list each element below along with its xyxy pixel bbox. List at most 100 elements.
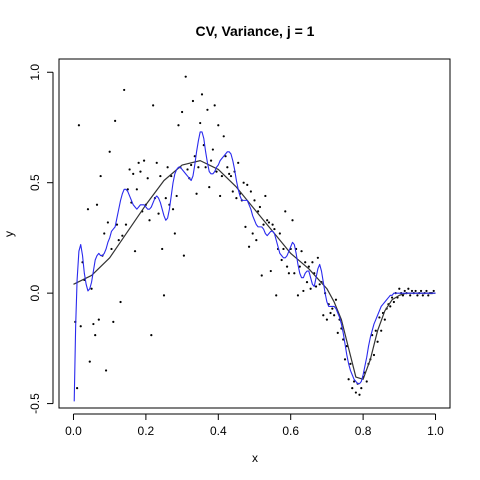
data-point bbox=[280, 258, 283, 262]
data-point bbox=[191, 99, 195, 103]
data-point bbox=[314, 285, 318, 288]
data-point bbox=[374, 329, 377, 332]
data-point bbox=[106, 221, 109, 224]
data-point bbox=[224, 155, 227, 158]
data-point bbox=[322, 314, 325, 317]
data-point bbox=[206, 108, 209, 111]
data-point bbox=[271, 223, 274, 226]
data-point bbox=[200, 93, 204, 96]
data-point bbox=[119, 300, 122, 304]
data-point bbox=[180, 110, 184, 114]
data-point bbox=[97, 318, 100, 321]
data-point bbox=[390, 296, 394, 299]
data-point bbox=[351, 387, 354, 390]
data-point bbox=[416, 294, 419, 297]
data-point bbox=[92, 322, 95, 326]
data-point bbox=[293, 272, 296, 275]
data-point bbox=[383, 318, 386, 321]
data-point bbox=[298, 265, 301, 268]
data-point bbox=[208, 186, 211, 189]
data-point bbox=[257, 210, 260, 213]
data-point bbox=[246, 183, 249, 187]
data-point bbox=[410, 289, 414, 293]
y-tick-label: 0.5 bbox=[28, 174, 42, 191]
data-point bbox=[372, 353, 376, 357]
data-point bbox=[173, 232, 176, 235]
data-point bbox=[285, 265, 289, 268]
data-point bbox=[79, 325, 82, 328]
data-point bbox=[398, 287, 401, 290]
data-point bbox=[296, 294, 300, 297]
data-point bbox=[177, 124, 180, 127]
x-tick-label: 0.0 bbox=[65, 424, 82, 438]
data-point bbox=[360, 387, 363, 390]
data-point bbox=[331, 307, 334, 310]
data-point bbox=[124, 223, 128, 226]
data-point bbox=[94, 334, 97, 337]
y-tick-label: -0.5 bbox=[28, 393, 42, 414]
data-point bbox=[193, 155, 196, 158]
data-point bbox=[166, 166, 169, 169]
data-point bbox=[307, 265, 310, 268]
data-point bbox=[115, 223, 119, 226]
data-point bbox=[316, 256, 319, 259]
data-point bbox=[242, 181, 245, 184]
data-point bbox=[354, 391, 357, 394]
data-point bbox=[231, 190, 234, 193]
data-point bbox=[352, 380, 356, 383]
data-point bbox=[349, 362, 352, 365]
data-point bbox=[266, 219, 269, 222]
x-tick-label: 0.8 bbox=[355, 424, 372, 438]
data-point bbox=[186, 168, 189, 171]
data-point bbox=[228, 172, 231, 175]
data-point bbox=[284, 210, 287, 213]
data-point bbox=[380, 329, 383, 332]
series-lines bbox=[73, 131, 436, 402]
data-point bbox=[86, 208, 90, 211]
data-point bbox=[217, 124, 220, 127]
data-point bbox=[237, 161, 240, 164]
data-point bbox=[235, 197, 238, 200]
data-point bbox=[117, 239, 120, 242]
data-point bbox=[278, 232, 281, 235]
data-point bbox=[300, 250, 303, 253]
data-point bbox=[220, 174, 224, 178]
data-point bbox=[334, 298, 338, 301]
data-point bbox=[103, 232, 106, 235]
plot-area-box bbox=[58, 58, 451, 409]
data-point bbox=[427, 294, 430, 297]
data-point bbox=[99, 174, 102, 178]
fitted-curve bbox=[73, 131, 436, 402]
data-point bbox=[376, 340, 379, 343]
scatter-points bbox=[74, 75, 435, 396]
data-point bbox=[419, 289, 423, 293]
data-point bbox=[135, 188, 138, 191]
data-point bbox=[425, 289, 428, 293]
data-point bbox=[273, 227, 276, 231]
data-point bbox=[209, 159, 213, 162]
data-point bbox=[139, 170, 142, 173]
data-point bbox=[302, 289, 305, 293]
data-point bbox=[392, 300, 395, 304]
x-tick-label: 0.4 bbox=[210, 424, 227, 438]
x-tick-label: 1.0 bbox=[427, 424, 444, 438]
data-point bbox=[162, 294, 166, 297]
data-point bbox=[291, 219, 294, 222]
data-point bbox=[108, 150, 111, 153]
x-axis: 0.0 0.2 0.4 0.6 0.8 1.0 bbox=[65, 413, 444, 438]
data-point bbox=[128, 168, 131, 171]
data-point bbox=[137, 161, 140, 164]
x-tick-label: 0.2 bbox=[138, 424, 155, 438]
data-point bbox=[255, 239, 258, 242]
data-point bbox=[171, 208, 175, 211]
data-point bbox=[421, 294, 424, 297]
data-point bbox=[121, 234, 124, 237]
data-point bbox=[76, 387, 79, 390]
data-point bbox=[112, 320, 115, 323]
x-tick-label: 0.6 bbox=[282, 424, 299, 438]
data-point bbox=[184, 75, 187, 78]
data-point bbox=[229, 174, 233, 178]
data-point bbox=[347, 378, 350, 381]
data-point bbox=[164, 197, 167, 200]
